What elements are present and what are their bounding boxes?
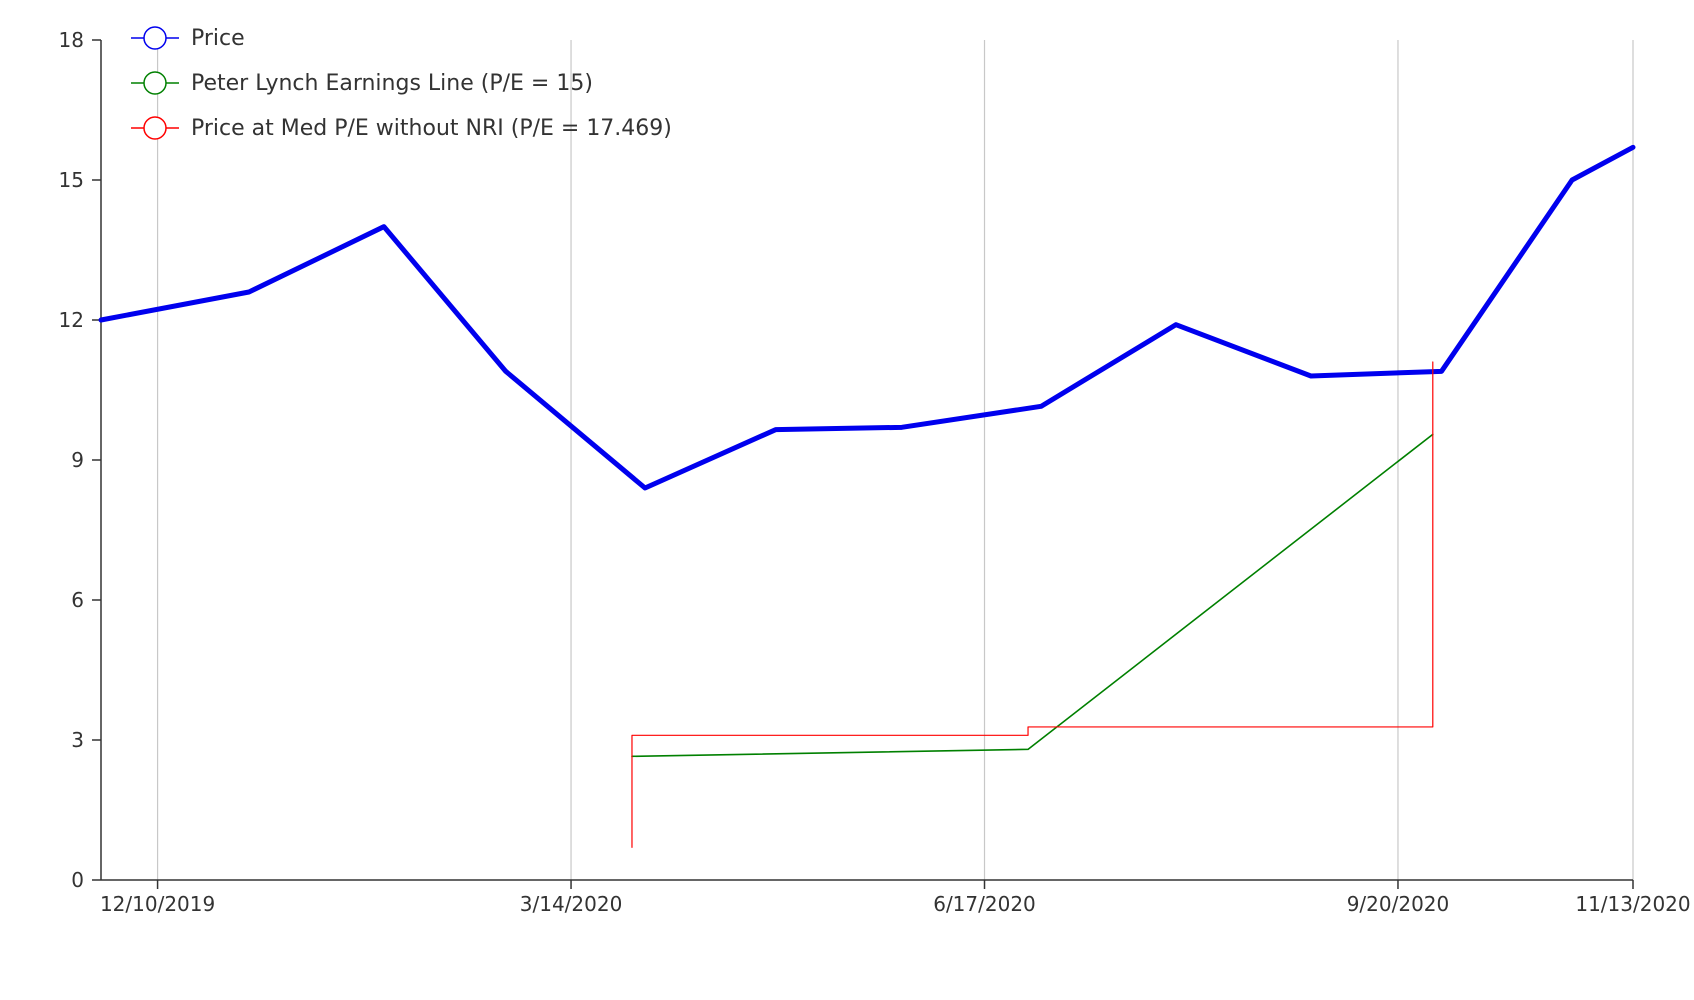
legend: Price Peter Lynch Earnings Line (P/E = 15…: [131, 26, 672, 141]
series-line-1: [631, 433, 1434, 758]
series-lines: [98, 144, 1636, 848]
x-tick-label: 3/14/2020: [520, 892, 623, 916]
x-tick-label: 9/20/2020: [1347, 892, 1450, 916]
y-tick-label: 18: [59, 28, 84, 52]
y-tick-label: 9: [71, 448, 84, 472]
legend-label: Price at Med P/E without NRI (P/E = 17.4…: [191, 116, 672, 141]
x-tick-label: 12/10/2019: [100, 892, 215, 916]
y-tick-label: 3: [71, 728, 84, 752]
series-line-2: [631, 361, 1434, 848]
legend-marker: [143, 116, 167, 140]
legend-label: Price: [191, 26, 245, 51]
axes: 0 3 6 9 12 15 18 12/10/2019 3/14/2020 6/17/2020 9/…: [59, 28, 1691, 916]
x-tick-label: 6/17/2020: [933, 892, 1036, 916]
legend-label: Peter Lynch Earnings Line (P/E = 15): [191, 71, 593, 96]
y-tick-label: 6: [71, 588, 84, 612]
grid-lines: [156, 40, 1634, 880]
x-tick-label: 11/13/2020: [1575, 892, 1690, 916]
series-line-0: [98, 144, 1636, 491]
y-tick-label: 0: [71, 868, 84, 892]
y-tick-label: 15: [59, 168, 84, 192]
legend-marker: [143, 71, 167, 95]
y-tick-label: 12: [59, 308, 84, 332]
legend-marker: [143, 26, 167, 50]
